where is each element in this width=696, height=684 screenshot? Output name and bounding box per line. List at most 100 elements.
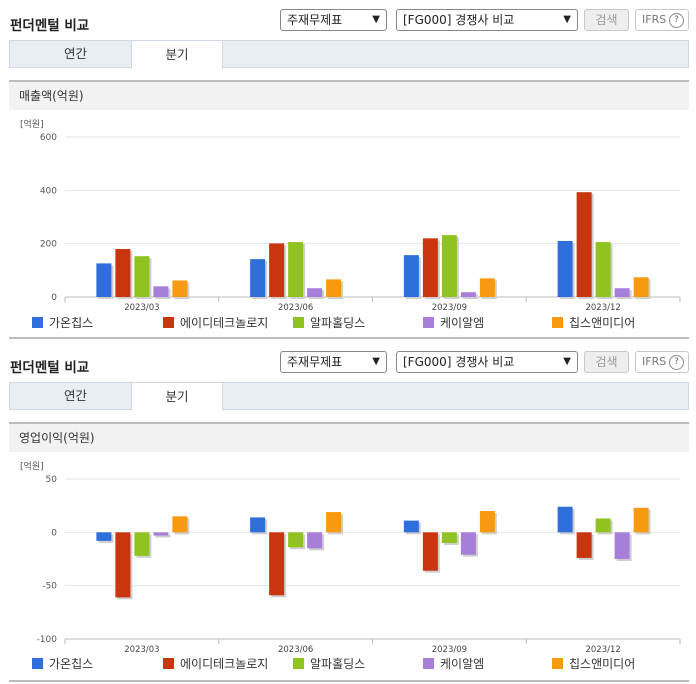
- bar: [307, 532, 323, 549]
- legend-label: 알파홀딩스: [310, 316, 366, 330]
- chevron-down-icon: ▼: [372, 356, 380, 367]
- tab-quarterly[interactable]: 분기: [131, 382, 223, 411]
- tab-quarterly[interactable]: 분기: [131, 40, 223, 69]
- legend-item[interactable]: 가온칩스: [32, 655, 93, 672]
- legend-swatch: [32, 658, 43, 669]
- peer-group-select[interactable]: [FG000] 경쟁사 비교 ▼: [396, 351, 578, 373]
- legend-swatch: [552, 317, 563, 328]
- bar: [403, 520, 419, 533]
- fundamental-panel-operating-profit: 펀더멘털 비교 주재무제표 ▼ [FG000] 경쟁사 비교 ▼ 검색 IFRS…: [0, 342, 696, 684]
- y-tick-label: 0: [51, 293, 57, 303]
- y-unit-label: [억원]: [20, 118, 44, 130]
- bar: [153, 532, 169, 536]
- legend-item[interactable]: 케이알엠: [423, 314, 484, 331]
- legend-label: 케이알엠: [440, 316, 485, 330]
- bar: [96, 532, 112, 541]
- chevron-down-icon: ▼: [563, 14, 571, 25]
- revenue-bar-chart: [억원] 0 200 400 600 2023/03 2023/06 2023/09 2023/…: [20, 118, 681, 312]
- x-tick-label: 2023/03: [124, 645, 159, 654]
- legend-item[interactable]: 칩스앤미디어: [552, 314, 635, 331]
- bar-shadow: [155, 534, 171, 538]
- bar: [595, 518, 611, 533]
- divider: [9, 337, 689, 339]
- bar: [326, 512, 342, 533]
- ifrs-label: IFRS: [642, 13, 667, 26]
- bar: [153, 286, 169, 297]
- bar: [250, 517, 266, 533]
- bar: [269, 532, 285, 596]
- bar: [614, 532, 630, 559]
- legend-label: 에이디테크놀로지: [180, 657, 269, 671]
- legend-swatch: [163, 658, 174, 669]
- bar: [250, 259, 266, 297]
- x-tick-label: 2023/12: [585, 645, 620, 654]
- statement-type-value: 주재무제표: [287, 13, 343, 27]
- bar: [479, 511, 495, 533]
- y-tick-label: -100: [37, 635, 58, 645]
- bar: [134, 256, 150, 297]
- tab-annual[interactable]: 연간: [63, 388, 87, 403]
- legend-item[interactable]: 알파홀딩스: [293, 314, 365, 331]
- bar: [115, 532, 131, 598]
- bar: [557, 506, 573, 533]
- legend-item[interactable]: 케이알엠: [423, 655, 484, 672]
- bar: [172, 280, 188, 297]
- ifrs-button[interactable]: IFRS ?: [635, 351, 689, 373]
- legend-swatch: [552, 658, 563, 669]
- bar: [422, 532, 438, 571]
- y-tick-label: -50: [42, 582, 57, 592]
- search-button[interactable]: 검색: [584, 9, 629, 31]
- divider: [9, 680, 689, 682]
- bar: [422, 238, 438, 297]
- legend-swatch: [423, 658, 434, 669]
- statement-type-select[interactable]: 주재무제표 ▼: [280, 9, 387, 31]
- bar: [134, 532, 150, 556]
- x-tick-label: 2023/09: [432, 645, 467, 654]
- legend-label: 가온칩스: [49, 657, 94, 671]
- legend-item[interactable]: 에이디테크놀로지: [163, 314, 268, 331]
- x-tick-label: 2023/09: [432, 303, 467, 312]
- bar: [115, 249, 131, 297]
- fundamental-panel-revenue: 펀더멘털 비교 주재무제표 ▼ [FG000] 경쟁사 비교 ▼ 검색 IFRS…: [9, 9, 689, 339]
- statement-type-value: 주재무제표: [287, 355, 343, 369]
- x-tick-label: 2023/06: [278, 645, 313, 654]
- peer-group-value: [FG000] 경쟁사 비교: [403, 13, 515, 27]
- peer-group-select[interactable]: [FG000] 경쟁사 비교 ▼: [396, 9, 578, 31]
- help-icon: ?: [669, 355, 684, 370]
- x-tick-label: 2023/12: [585, 303, 620, 312]
- bar: [288, 242, 304, 297]
- search-button[interactable]: 검색: [584, 351, 629, 373]
- legend-label: 알파홀딩스: [310, 657, 366, 671]
- legend-swatch: [423, 317, 434, 328]
- legend-item[interactable]: 칩스앤미디어: [552, 655, 635, 672]
- bar: [633, 277, 649, 297]
- operating-profit-bar-chart: [억원] -100 -50 0 50 2023/03 2023/06 2023/09 2023/…: [20, 460, 681, 654]
- y-unit-label: [억원]: [20, 460, 44, 472]
- bar: [441, 235, 457, 297]
- bar: [479, 278, 495, 297]
- legend-label: 칩스앤미디어: [569, 316, 636, 330]
- y-tick-label: 50: [46, 475, 58, 485]
- bar: [460, 292, 476, 297]
- bar: [403, 255, 419, 297]
- legend-item[interactable]: 알파홀딩스: [293, 655, 365, 672]
- ifrs-button[interactable]: IFRS ?: [635, 9, 689, 31]
- legend-label: 가온칩스: [49, 316, 94, 330]
- bar: [307, 288, 323, 297]
- bar: [460, 532, 476, 555]
- x-tick-label: 2023/06: [278, 303, 313, 312]
- legend-item[interactable]: 가온칩스: [32, 314, 93, 331]
- legend-swatch: [293, 317, 304, 328]
- tab-annual[interactable]: 연간: [63, 46, 87, 61]
- period-tabs: 연간 분기: [9, 382, 689, 411]
- bar: [557, 241, 573, 297]
- bar: [633, 507, 649, 533]
- panel-title: 펀더멘털 비교: [10, 18, 90, 34]
- bar: [326, 279, 342, 297]
- panel-title: 펀더멘털 비교: [10, 360, 90, 376]
- legend-item[interactable]: 에이디테크놀로지: [163, 655, 268, 672]
- statement-type-select[interactable]: 주재무제표 ▼: [280, 351, 387, 373]
- bar: [614, 288, 630, 297]
- section-header: 영업이익(억원): [9, 422, 689, 452]
- section-header: 매출액(억원): [9, 80, 689, 110]
